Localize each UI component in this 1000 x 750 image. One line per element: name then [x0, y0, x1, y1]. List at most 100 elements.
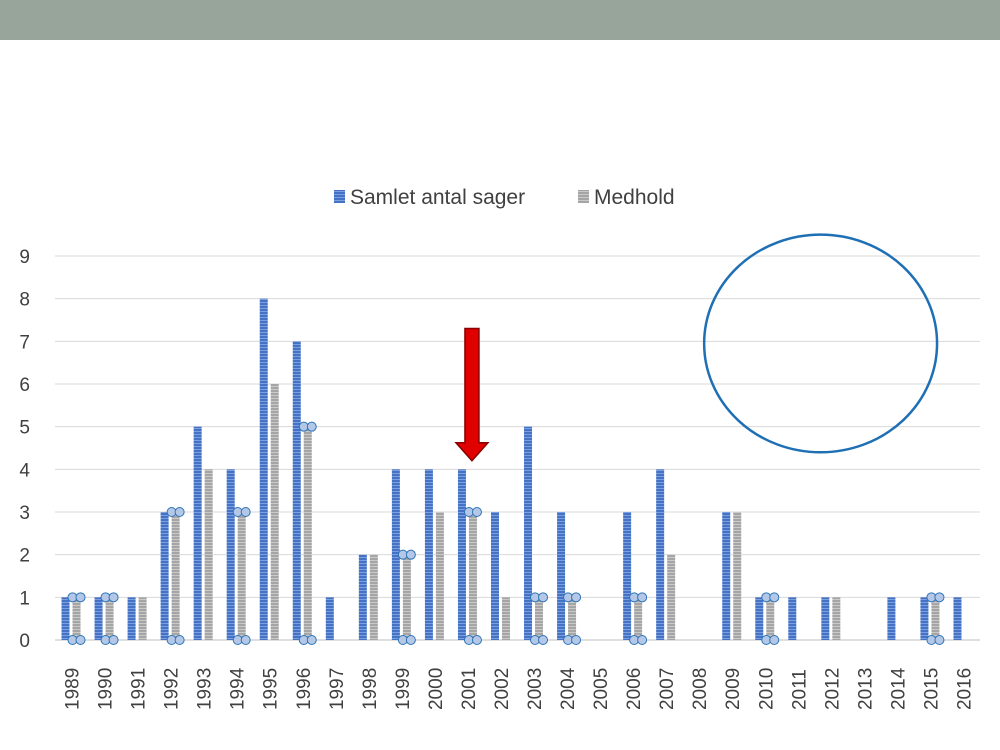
selection-marker [174, 635, 185, 645]
y-axis-ticks: 0 1 2 3 4 5 6 7 8 9 [19, 247, 30, 652]
bar-medhold [667, 554, 676, 640]
selection-marker [108, 592, 119, 603]
selection-marker [75, 635, 86, 645]
selection-marker [108, 635, 119, 645]
bar-samlet [391, 469, 400, 640]
bar-samlet [94, 597, 103, 640]
bar-medhold [568, 597, 577, 640]
bar-samlet [821, 597, 830, 640]
bar-medhold [832, 597, 841, 640]
x-tick-label: 1992 [162, 668, 183, 710]
bar-samlet [887, 597, 896, 640]
top-banner [0, 0, 1000, 40]
x-tick-label: 1989 [63, 668, 84, 710]
x-tick-label: 1997 [327, 668, 348, 710]
selection-marker [571, 635, 582, 645]
bar-samlet [722, 512, 731, 640]
bar-medhold [138, 597, 147, 640]
selection-marker [471, 635, 482, 645]
selection-marker [405, 549, 416, 560]
y-tick-label: 4 [19, 460, 30, 481]
selection-marker [538, 635, 549, 645]
x-tick-label: 2013 [855, 668, 876, 710]
bar-samlet [193, 426, 202, 640]
bar-medhold [931, 597, 940, 640]
legend-label: Medhold [594, 186, 675, 209]
x-tick-label: 2011 [789, 669, 810, 710]
selection-marker [306, 421, 317, 432]
bar-samlet [788, 597, 797, 640]
selection-marker [174, 507, 185, 517]
selection-marker [306, 635, 317, 645]
y-tick-label: 7 [19, 332, 30, 353]
y-tick-label: 9 [19, 247, 30, 268]
selection-marker [769, 635, 780, 645]
bar-medhold [72, 597, 81, 640]
bar-samlet [920, 597, 929, 640]
bar-samlet [524, 426, 533, 640]
bar-medhold [733, 512, 742, 640]
x-tick-label: 2006 [624, 668, 645, 710]
bar-samlet [656, 469, 665, 640]
selection-marker [538, 592, 549, 603]
bar-samlet [292, 341, 301, 640]
x-tick-label: 2002 [492, 668, 513, 710]
bars [61, 298, 962, 640]
bar-medhold [303, 426, 312, 640]
bar-samlet [127, 597, 136, 640]
bar-medhold [237, 512, 246, 640]
x-tick-label: 1995 [261, 668, 282, 710]
x-tick-label: 2012 [822, 668, 843, 710]
bar-medhold [171, 512, 180, 640]
selection-marker [240, 507, 251, 517]
selection-marker [405, 635, 416, 645]
x-tick-label: 1996 [294, 668, 315, 710]
x-tick-label: 1991 [129, 668, 150, 710]
markers [67, 421, 945, 645]
legend-label: Samlet antal sager [350, 186, 525, 209]
x-tick-label: 2014 [888, 667, 909, 710]
y-tick-label: 2 [19, 546, 30, 567]
legend-swatch [334, 190, 345, 203]
bar-samlet [61, 597, 70, 640]
bar-medhold [468, 512, 477, 640]
x-tick-label: 1999 [393, 668, 414, 710]
x-tick-label: 2009 [723, 668, 744, 710]
bar-medhold [204, 469, 213, 640]
y-tick-label: 5 [19, 418, 30, 439]
bar-medhold [634, 597, 643, 640]
x-tick-label: 2000 [426, 668, 447, 710]
bar-medhold [535, 597, 544, 640]
bar-medhold [270, 384, 279, 640]
y-tick-label: 6 [19, 375, 30, 396]
x-tick-label: 2003 [525, 668, 546, 710]
bar-medhold [369, 554, 378, 640]
x-tick-label: 2010 [756, 668, 777, 710]
selection-marker [75, 592, 86, 603]
bar-samlet [358, 554, 367, 640]
selection-marker [637, 592, 648, 603]
bar-medhold [766, 597, 775, 640]
x-tick-label: 2005 [591, 668, 612, 710]
bar-samlet [457, 469, 466, 640]
selection-marker [471, 507, 482, 517]
selection-marker [934, 635, 945, 645]
x-tick-label: 1990 [96, 668, 117, 710]
bar-samlet [325, 597, 334, 640]
y-tick-label: 0 [19, 631, 30, 652]
bar-medhold [105, 597, 114, 640]
x-tick-label: 1993 [195, 668, 216, 710]
x-axis-ticks: 1989 1990 1991 1992 1993 1994 1995 1996 1997 1998… [63, 667, 976, 710]
x-tick-label: 2007 [657, 668, 678, 710]
selection-marker [769, 592, 780, 603]
y-tick-label: 1 [19, 588, 30, 609]
x-tick-label: 1994 [228, 667, 249, 710]
selection-marker [571, 592, 582, 603]
bar-samlet [160, 512, 169, 640]
highlight-ellipse [702, 233, 939, 454]
bar-samlet [424, 469, 433, 640]
y-tick-label: 3 [19, 503, 30, 524]
selection-marker [934, 592, 945, 603]
x-tick-label: 1998 [360, 668, 381, 710]
